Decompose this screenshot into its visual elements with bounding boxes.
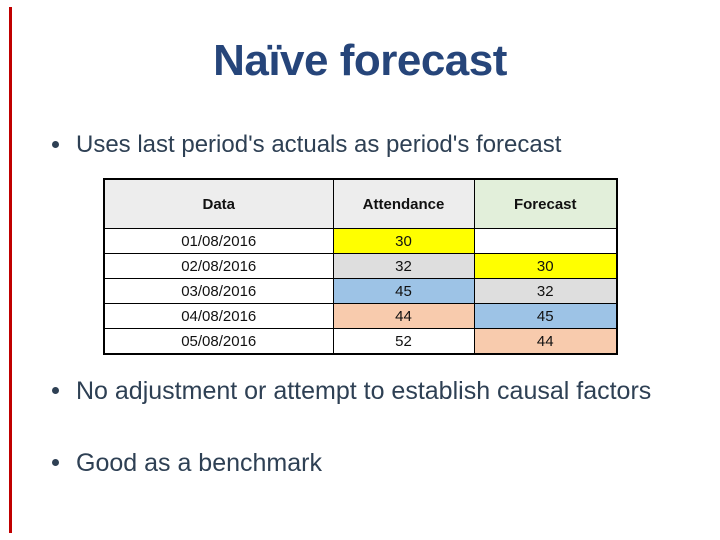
cell-date: 04/08/2016 — [103, 303, 334, 329]
cell-forecast: 30 — [473, 253, 618, 279]
bullet-uses-last-period: Uses last period's actuals as period's f… — [52, 129, 697, 161]
col-header-attendance: Attendance — [332, 178, 475, 229]
bullet-text: Uses last period's actuals as period's f… — [76, 131, 562, 158]
naive-forecast-table: Data Attendance Forecast 01/08/2016 30 0… — [103, 178, 618, 355]
bullet-dot-icon — [52, 459, 59, 466]
bullet-no-adjustment: No adjustment or attempt to establish ca… — [52, 375, 652, 408]
cell-forecast: 44 — [473, 328, 618, 355]
cell-date: 01/08/2016 — [103, 228, 334, 254]
table-row: 03/08/2016 45 32 — [103, 278, 618, 304]
bullet-dot-icon — [52, 141, 59, 148]
cell-forecast — [473, 228, 618, 254]
cell-attendance: 44 — [332, 303, 475, 329]
col-header-forecast: Forecast — [473, 178, 618, 229]
bullet-text: Good as a benchmark — [76, 449, 322, 477]
cell-forecast: 45 — [473, 303, 618, 329]
table-row: 05/08/2016 52 44 — [103, 328, 618, 355]
cell-forecast: 32 — [473, 278, 618, 304]
left-accent-line — [9, 7, 12, 533]
table-header-row: Data Attendance Forecast — [103, 178, 618, 229]
bullet-dot-icon — [52, 387, 59, 394]
cell-date: 05/08/2016 — [103, 328, 334, 355]
col-header-data: Data — [103, 178, 334, 229]
cell-date: 02/08/2016 — [103, 253, 334, 279]
bullet-good-benchmark: Good as a benchmark — [52, 447, 652, 480]
cell-attendance: 45 — [332, 278, 475, 304]
bullet-text: No adjustment or attempt to establish ca… — [76, 377, 652, 405]
table-row: 02/08/2016 32 30 — [103, 253, 618, 279]
cell-attendance: 52 — [332, 328, 475, 355]
cell-attendance: 32 — [332, 253, 475, 279]
table-row: 01/08/2016 30 — [103, 228, 618, 254]
cell-date: 03/08/2016 — [103, 278, 334, 304]
table-row: 04/08/2016 44 45 — [103, 303, 618, 329]
cell-attendance: 30 — [332, 228, 475, 254]
slide-title: Naïve forecast — [213, 36, 507, 85]
